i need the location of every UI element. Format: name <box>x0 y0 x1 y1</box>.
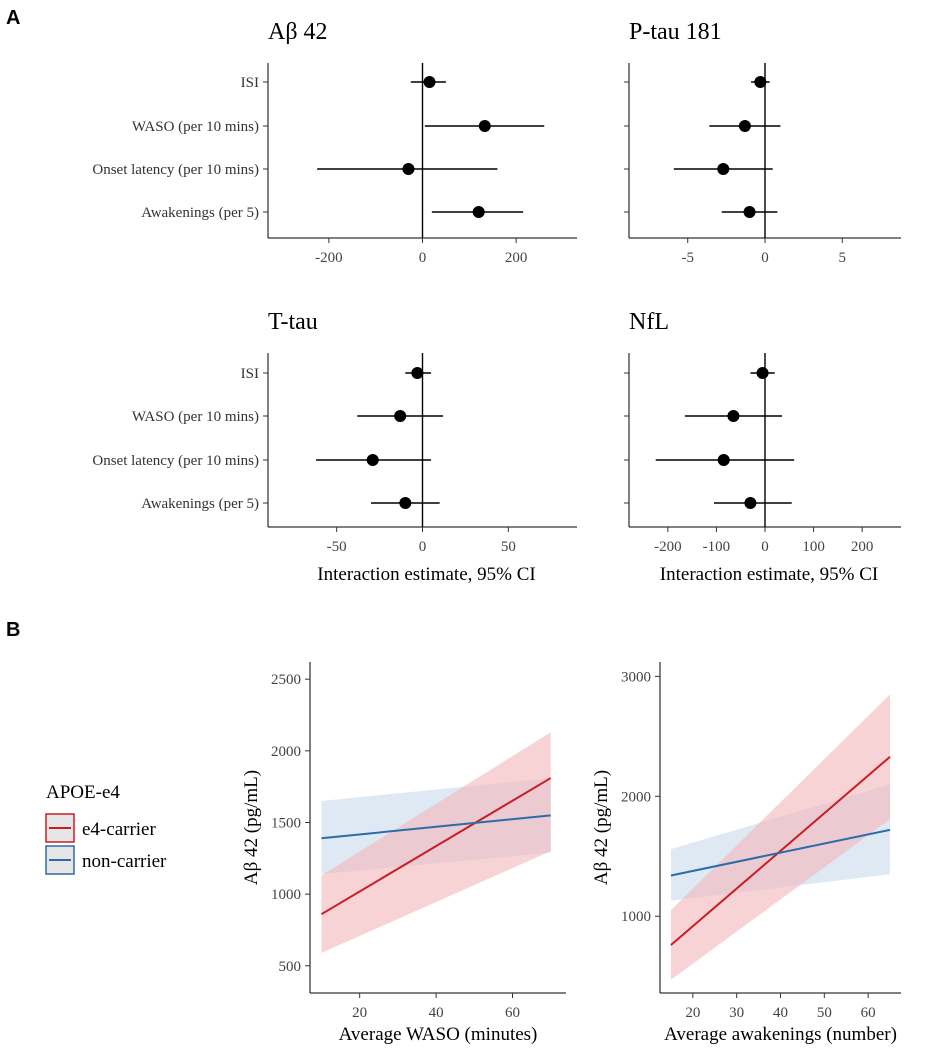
y-tick-label: Awakenings (per 5) <box>141 496 259 512</box>
x-tick-label: 20 <box>685 1005 700 1021</box>
x-tick-label: 20 <box>352 1005 367 1021</box>
fit-line-non-carrier <box>321 814 551 840</box>
y-tick-label: Onset latency (per 10 mins) <box>92 453 259 469</box>
x-tick-label: 0 <box>761 539 769 555</box>
y-tick-label: WASO (per 10 mins) <box>132 409 259 425</box>
x-axis-title: Average awakenings (number) <box>664 1024 897 1045</box>
y-tick-label: 1000 <box>271 887 301 903</box>
x-tick-label: 50 <box>501 539 516 555</box>
x-tick-label: -200 <box>315 250 343 266</box>
line-plot-awakenings: 1000 2000 3000 20 30 40 50 60 Average awakenings… <box>591 662 901 1045</box>
estimate-point <box>744 497 757 509</box>
x-axis-title: Interaction estimate, 95% CI <box>317 564 535 585</box>
x-tick-label: 200 <box>851 539 874 555</box>
x-tick-label: 0 <box>419 539 427 555</box>
ci-band-e4-carrier <box>670 694 891 980</box>
legend-label-carrier: e4-carrier <box>82 819 156 840</box>
x-tick-label: 40 <box>429 1005 444 1021</box>
estimate-point <box>399 497 412 509</box>
x-axis-title: Average WASO (minutes) <box>339 1024 538 1045</box>
panel-label-a: A <box>6 7 20 29</box>
forest-plot-abeta42: Aβ 42 ISI WASO (per 10 mins) Onset latency … <box>92 19 577 266</box>
estimate-point <box>402 163 415 175</box>
fit-line-e4-carrier <box>320 777 552 916</box>
y-tick-label: 1500 <box>271 815 301 831</box>
legend: APOE-e4 e4-carrier non-carrier <box>45 782 167 875</box>
x-tick-label: 0 <box>419 250 427 266</box>
y-tick-label: 2500 <box>271 672 301 688</box>
y-tick-label: 2000 <box>271 744 301 760</box>
estimate-point <box>411 367 424 379</box>
x-tick-label: -5 <box>681 250 694 266</box>
legend-title: APOE-e4 <box>46 782 120 803</box>
estimate-point <box>717 163 730 175</box>
x-tick-label: 50 <box>817 1005 832 1021</box>
x-tick-label: 0 <box>761 250 769 266</box>
estimate-point <box>754 76 767 88</box>
y-tick-label: 2000 <box>621 789 651 805</box>
estimate-point <box>366 454 379 466</box>
plot-title: T-tau <box>268 309 318 335</box>
plot-title: NfL <box>629 309 669 335</box>
x-axis-title: Interaction estimate, 95% CI <box>660 564 878 585</box>
panel-label-b: B <box>6 619 20 641</box>
fit-line-e4-carrier <box>670 755 891 946</box>
legend-label-noncarrier: non-carrier <box>82 851 167 872</box>
y-tick-label: Onset latency (per 10 mins) <box>92 162 259 178</box>
x-tick-label: 60 <box>861 1005 876 1021</box>
y-tick-label: Awakenings (per 5) <box>141 205 259 221</box>
x-tick-label: -100 <box>703 539 731 555</box>
x-tick-label: -50 <box>327 539 347 555</box>
y-tick-label: 500 <box>279 959 302 975</box>
y-axis-title: Aβ 42 (pg/mL) <box>591 770 612 885</box>
estimate-point <box>472 206 485 218</box>
x-tick-label: 5 <box>839 250 847 266</box>
plot-title: P-tau 181 <box>629 19 722 45</box>
estimate-point <box>738 120 751 132</box>
x-tick-label: 40 <box>773 1005 788 1021</box>
estimate-point <box>756 367 769 379</box>
y-tick-label: WASO (per 10 mins) <box>132 119 259 135</box>
forest-plot-ttau: T-tau ISI WASO (per 10 mins) Onset latency … <box>92 309 577 585</box>
plot-title: Aβ 42 <box>268 19 328 45</box>
x-tick-label: 60 <box>505 1005 520 1021</box>
estimate-point <box>423 76 436 88</box>
y-axis-title: Aβ 42 (pg/mL) <box>241 770 262 885</box>
estimate-point <box>394 410 407 422</box>
estimate-point <box>717 454 730 466</box>
estimate-point <box>743 206 756 218</box>
x-tick-label: 100 <box>802 539 825 555</box>
y-tick-label: 1000 <box>621 909 651 925</box>
estimate-point <box>478 120 491 132</box>
x-tick-label: 30 <box>729 1005 744 1021</box>
forest-plot-nfl: NfL -200 -100 0 100 200 Interaction estimate, … <box>624 309 901 585</box>
forest-plot-ptau181: P-tau 181 -5 0 5 <box>624 19 901 266</box>
x-tick-label: 200 <box>505 250 528 266</box>
line-plot-waso: 500 1000 1500 2000 2500 20 40 60 Average WASO (m… <box>241 662 566 1045</box>
y-tick-label: ISI <box>241 366 259 382</box>
y-tick-label: 3000 <box>621 669 651 685</box>
x-tick-label: -200 <box>654 539 682 555</box>
ci-band-e4-carrier <box>321 732 551 953</box>
y-tick-label: ISI <box>241 75 259 91</box>
estimate-point <box>727 410 740 422</box>
fit-line-non-carrier <box>670 828 891 877</box>
